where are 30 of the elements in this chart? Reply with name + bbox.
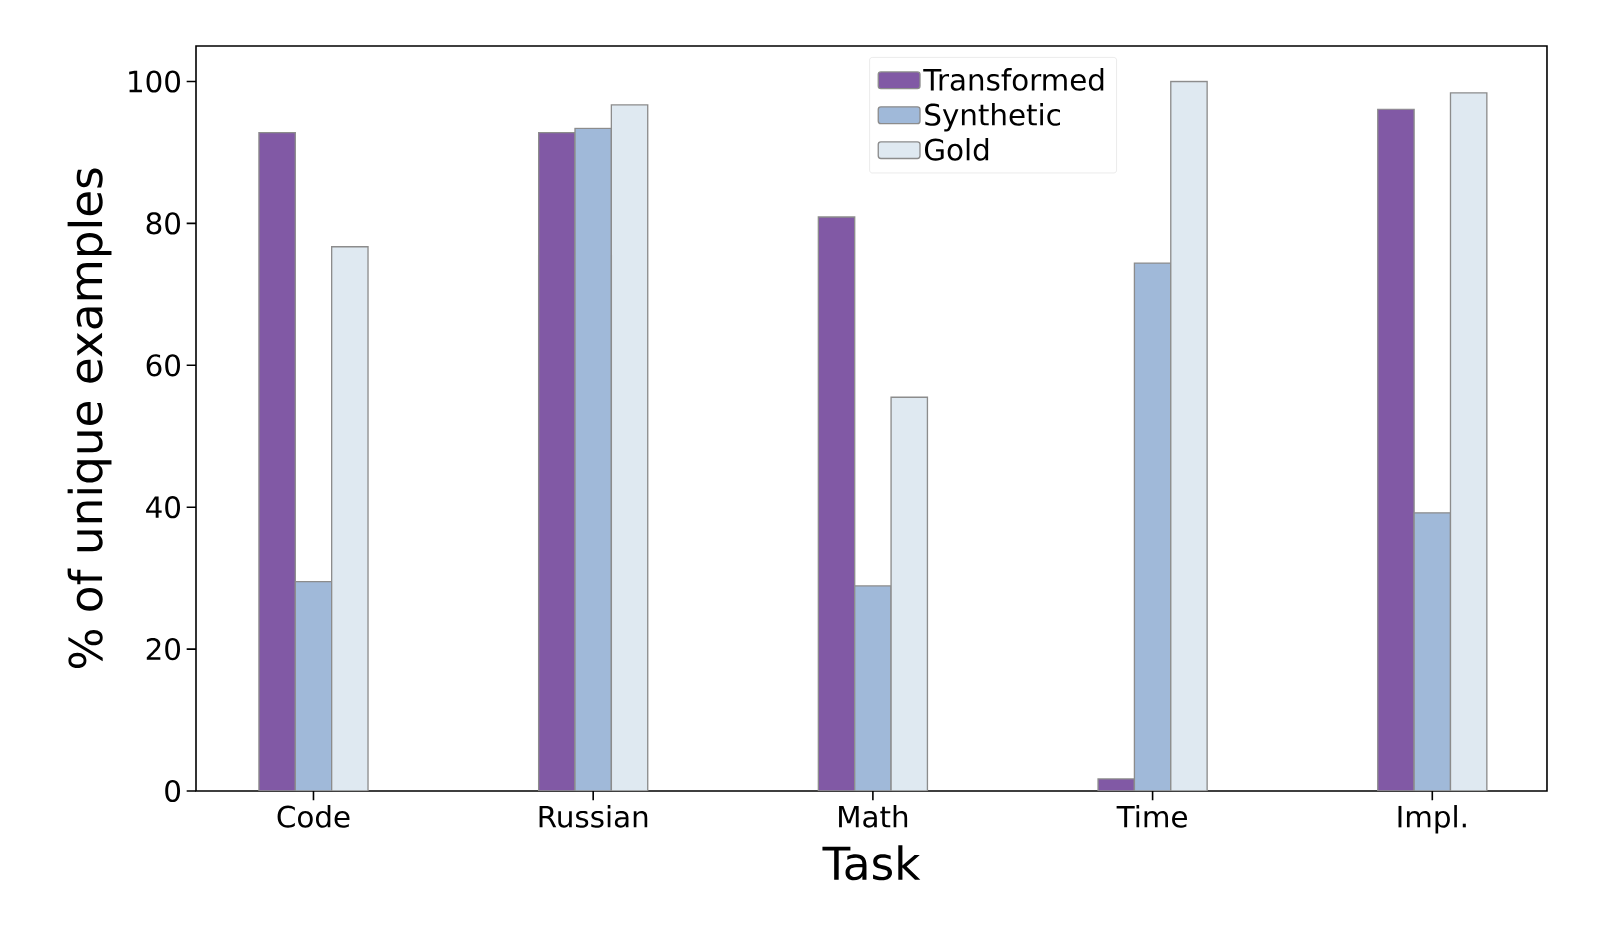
bar <box>817 216 856 791</box>
legend-label: Gold <box>924 138 989 161</box>
bar <box>330 246 369 791</box>
bar <box>1377 108 1415 791</box>
x-tick-label: Math <box>839 805 908 828</box>
x-tick-label: Time <box>1116 805 1187 828</box>
y-tick-label: 100 <box>129 70 180 93</box>
y-tick-label: 40 <box>146 496 180 519</box>
bar <box>1170 80 1208 791</box>
x-tick-label: Code <box>277 805 350 828</box>
bar <box>1133 262 1172 791</box>
legend-label: Transformed <box>923 68 1104 91</box>
bar <box>854 585 892 791</box>
x-axis-title: Task <box>822 845 921 881</box>
x-tick-label: Russian <box>539 805 648 828</box>
bar <box>258 131 296 791</box>
y-axis-title: % of unique examples <box>67 168 112 669</box>
bar <box>610 104 649 791</box>
bar <box>890 396 929 791</box>
y-tick-label: 60 <box>146 354 180 377</box>
bar <box>294 581 333 791</box>
legend-label: Synthetic <box>925 103 1060 132</box>
bar <box>574 127 613 791</box>
bar <box>1413 512 1452 791</box>
x-tick-label: Impl. <box>1398 805 1466 834</box>
bar <box>1449 92 1488 791</box>
y-tick-label: 0 <box>165 779 180 803</box>
bar <box>537 131 576 791</box>
y-tick-label: 80 <box>146 212 180 235</box>
y-tick-label: 20 <box>146 638 180 661</box>
